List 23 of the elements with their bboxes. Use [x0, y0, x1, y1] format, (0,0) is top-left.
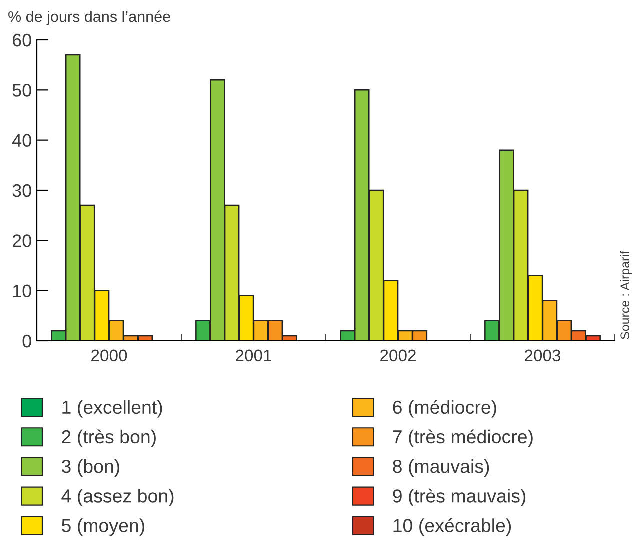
- x-tick-label: 2000: [92, 350, 128, 362]
- legend-label: 8 (mauvais): [393, 459, 490, 477]
- x-tick-label: 2001: [236, 350, 272, 362]
- legend-label: 7 (très médiocre): [393, 430, 533, 448]
- legend-label: 3 (bon): [62, 459, 120, 477]
- y-tick-label: 60: [12, 34, 32, 47]
- y-tick-label: 50: [12, 84, 32, 97]
- y-tick-label: 30: [12, 184, 32, 198]
- legend-label: 5 (moyen): [62, 518, 144, 536]
- legend-label: 2 (très bon): [62, 430, 156, 448]
- y-tick-label: 0: [22, 334, 32, 348]
- y-tick-label: 10: [13, 284, 32, 298]
- x-tick-label: 2002: [380, 350, 416, 362]
- legend-label: 9 (très mauvais): [393, 488, 526, 507]
- legend-label: 4 (assez bon): [62, 489, 174, 507]
- y-axis-title: % de jours dans l’année: [8, 10, 170, 26]
- legend-label: 1 (excellent): [62, 400, 162, 418]
- x-tick-label: 2003: [525, 350, 561, 362]
- y-tick-label: 20: [12, 234, 32, 248]
- legend-label: 10 (exécrable): [394, 518, 512, 536]
- source-note: Source : Airparif: [620, 251, 632, 340]
- legend-label: 6 (médiocre): [393, 400, 496, 418]
- y-tick-label: 40: [12, 134, 32, 148]
